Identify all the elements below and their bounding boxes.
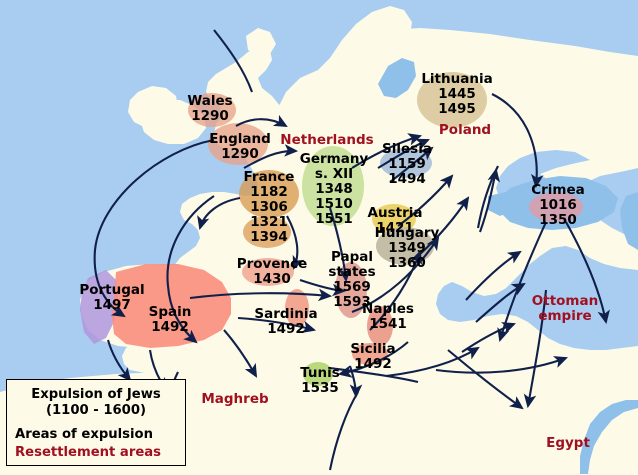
arrow-france-to-netherlands	[243, 144, 299, 169]
blob-hungary	[376, 227, 434, 265]
arrow-spain-east	[237, 316, 317, 334]
arrow-portugal-south	[106, 339, 132, 382]
arrow-to-levant	[435, 356, 568, 374]
blob-england	[208, 123, 268, 165]
arrow-tunis-inflow	[385, 346, 480, 378]
blob-lithuania	[417, 72, 487, 128]
blob-france-lower	[243, 216, 291, 248]
scotland	[246, 28, 276, 56]
arrow-to-ottoman-a	[465, 250, 522, 301]
arrow-naples-to-hungary	[369, 250, 423, 331]
arrow-silesia-to-poland-b	[389, 146, 434, 183]
arrow-hungary-to-poland	[417, 196, 470, 257]
arrow-to-egypt-a	[447, 349, 524, 410]
arrow-iberia-to-italy	[189, 288, 333, 302]
blob-sardinia	[285, 289, 309, 327]
arrow-england-to-iberia	[93, 138, 215, 318]
legend-box: Expulsion of Jews (1100 - 1600) Areas of…	[6, 379, 186, 466]
baltic-sea	[378, 58, 416, 98]
arrow-italy-to-hungary	[351, 236, 440, 313]
arrow-to-egypt-b	[523, 289, 548, 409]
scandinavia	[330, 6, 412, 64]
cyprus-island	[518, 328, 542, 344]
arrow-crimea-to-poland	[479, 167, 500, 233]
arrow-legend-pointer-b	[349, 365, 363, 399]
arrow-to-ottoman-c	[461, 322, 516, 353]
arrow-silesia-to-poland-a	[377, 138, 430, 169]
arrow-to-ottoman-b	[475, 282, 526, 323]
arrow-lithuania-to-crimea	[491, 93, 544, 189]
legend-entry-expulsion: Areas of expulsion	[15, 426, 153, 442]
crete-island	[430, 328, 462, 350]
arrow-sicily-to-tunis	[337, 341, 409, 378]
arrow-maghreb-shaft-2	[328, 391, 359, 471]
migration-arrows	[93, 29, 610, 471]
corsica-island	[288, 272, 306, 294]
eurasia-landmass	[96, 28, 638, 475]
arrow-spain-to-maghreb	[223, 329, 258, 378]
blob-france-upper	[239, 170, 299, 218]
arrow-crimea-east	[565, 221, 610, 325]
sea-of-azov	[488, 192, 516, 216]
arrow-north-shaft	[213, 29, 253, 93]
blob-austria	[372, 204, 416, 234]
legend-title-line2: (1100 - 1600)	[45, 402, 147, 418]
legend-entry-resettlement: Resettlement areas	[15, 444, 162, 460]
blob-tunis	[303, 362, 333, 386]
arrow-into-france-west	[197, 196, 241, 231]
nile-river	[580, 400, 638, 474]
arrow-france-to-provence	[286, 215, 305, 270]
blob-germany	[302, 146, 364, 226]
arrow-england-to-lowlands-a	[235, 114, 288, 128]
blob-sicilia	[352, 343, 388, 365]
blob-wales	[188, 93, 236, 127]
region-blobs	[188, 72, 583, 386]
blob-provence	[242, 258, 294, 286]
blob-silesia	[380, 148, 432, 178]
ireland	[128, 86, 178, 128]
blob-portugal	[80, 270, 118, 344]
arrow-austria-to-poland	[397, 174, 454, 227]
arrow-provence-to-papal	[299, 279, 347, 297]
arrow-france-to-spain-coast	[166, 195, 215, 344]
caspian-sea	[620, 192, 638, 250]
blob-crimea	[529, 192, 583, 222]
arrow-germany-to-italy	[328, 207, 351, 283]
legend-title-line1: Expulsion of Jews	[31, 387, 161, 402]
blob-naples	[367, 306, 393, 346]
arrow-germany-to-poland	[351, 133, 423, 169]
